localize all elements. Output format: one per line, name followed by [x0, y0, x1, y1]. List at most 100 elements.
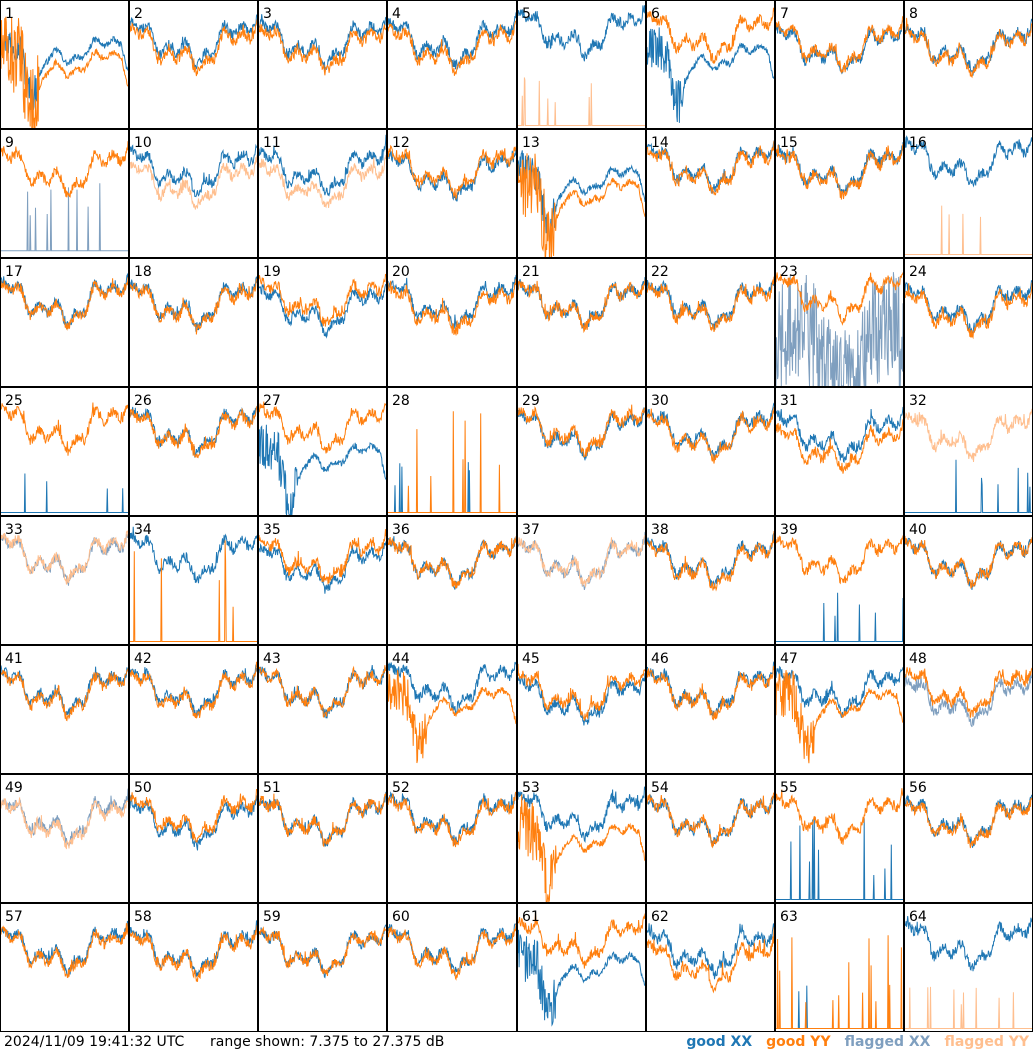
- series-xx-panel-60: [387, 923, 517, 977]
- panel-31: 31: [775, 387, 904, 516]
- series-yy-panel-18: [129, 278, 258, 335]
- legend: good XX good YY flagged XX flagged YY: [672, 1032, 1029, 1053]
- panel-label: 58: [134, 909, 152, 925]
- series-yy-panel-43: [258, 665, 387, 719]
- panel-47: 47: [775, 645, 904, 774]
- panel-label: 6: [651, 6, 660, 22]
- series-yy-panel-12: [387, 144, 517, 201]
- panel-label: 28: [392, 393, 410, 409]
- panel-border: [258, 0, 387, 129]
- series-xx-panel-20: [387, 274, 517, 330]
- panel-label: 32: [909, 393, 927, 409]
- panel-border: [387, 0, 517, 129]
- panel-label: 60: [392, 909, 410, 925]
- panel-label: 17: [5, 264, 23, 280]
- panel-36: 36: [387, 516, 517, 645]
- panel-48: 48: [904, 645, 1033, 774]
- series-yy-panel-59: [258, 926, 387, 977]
- panel-label: 41: [5, 651, 23, 667]
- panel-label: 18: [134, 264, 152, 280]
- series-xx-panel-32: [905, 459, 1032, 513]
- panel-40: 40: [904, 516, 1033, 645]
- series-xx-panel-45: [517, 673, 646, 726]
- series-xx-panel-22: [646, 277, 775, 331]
- series-yy-panel-15: [775, 143, 904, 200]
- series-yy-panel-19: [258, 273, 387, 327]
- panel-border: [387, 129, 517, 258]
- panel-border: [517, 387, 646, 516]
- panel-border: [646, 645, 775, 774]
- series-yy-panel-47: [775, 670, 904, 764]
- series-yy-panel-35: [258, 529, 387, 585]
- panel-label: 47: [780, 651, 798, 667]
- series-xx-panel-15: [775, 142, 904, 196]
- panel-label: 53: [522, 780, 540, 796]
- series-xx-panel-19: [258, 283, 387, 339]
- panel-20: 20: [387, 258, 517, 387]
- panel-4: 4: [387, 0, 517, 129]
- panel-border: [258, 258, 387, 387]
- series-yy-panel-31: [775, 419, 904, 474]
- series-xx-panel-24: [904, 280, 1033, 334]
- panel-label: 51: [263, 780, 281, 796]
- panel-label: 26: [134, 393, 152, 409]
- panel-border: [0, 516, 129, 645]
- series-yy-panel-26: [129, 405, 258, 459]
- series-xx-panel-5: [517, 5, 646, 62]
- panel-label: 49: [5, 780, 23, 796]
- series-yy-panel-63: [776, 935, 903, 1029]
- series-yy-panel-13: [517, 153, 646, 258]
- panel-border: [517, 258, 646, 387]
- series-yy-panel-34: [130, 540, 257, 642]
- series-yy-panel-64: [905, 986, 1032, 1029]
- panel-10: 10: [129, 129, 258, 258]
- series-xx-panel-28: [388, 462, 516, 513]
- series-xx-panel-58: [129, 920, 258, 977]
- panel-border: [129, 129, 258, 258]
- series-xx-panel-53: [517, 786, 646, 844]
- panel-label: 31: [780, 393, 798, 409]
- series-yy-panel-38: [646, 531, 775, 592]
- panel-label: 37: [522, 522, 540, 538]
- series-yy-panel-39: [775, 535, 904, 585]
- panel-3: 3: [258, 0, 387, 129]
- series-yy-panel-21: [517, 279, 646, 334]
- series-yy-panel-1: [0, 16, 129, 129]
- panel-label: 25: [5, 393, 23, 409]
- panel-33: 33: [0, 516, 129, 645]
- series-yy-panel-16: [905, 205, 1032, 255]
- panel-19: 19: [258, 258, 387, 387]
- panel-border: [387, 516, 517, 645]
- panel-label: 13: [522, 135, 540, 151]
- timestamp: 2024/11/09 19:41:32 UTC: [4, 1034, 185, 1050]
- panel-52: 52: [387, 774, 517, 903]
- panel-border: [387, 258, 517, 387]
- panel-border: [258, 516, 387, 645]
- panel-border: [517, 0, 646, 129]
- panel-border: [646, 774, 775, 903]
- series-yy-panel-44: [387, 670, 517, 764]
- series-yy-panel-54: [646, 792, 775, 849]
- panel-15: 15: [775, 129, 904, 258]
- panel-11: 11: [258, 129, 387, 258]
- panel-label: 34: [134, 522, 152, 538]
- panel-label: 59: [263, 909, 281, 925]
- panel-border: [129, 774, 258, 903]
- panel-label: 35: [263, 522, 281, 538]
- series-yy-panel-2: [129, 19, 258, 77]
- series-xx-panel-55: [776, 816, 903, 900]
- series-yy-panel-40: [904, 535, 1033, 589]
- panel-32: 32: [904, 387, 1033, 516]
- panel-border: [775, 774, 904, 903]
- panel-24: 24: [904, 258, 1033, 387]
- panel-44: 44: [387, 645, 517, 774]
- panel-label: 2: [134, 6, 143, 22]
- panel-label: 40: [909, 522, 927, 538]
- panel-label: 52: [392, 780, 410, 796]
- panel-30: 30: [646, 387, 775, 516]
- panel-label: 12: [392, 135, 410, 151]
- panel-border: [0, 129, 129, 258]
- panel-border: [0, 774, 129, 903]
- panel-label: 4: [392, 6, 401, 22]
- series-yy-panel-49: [0, 797, 129, 850]
